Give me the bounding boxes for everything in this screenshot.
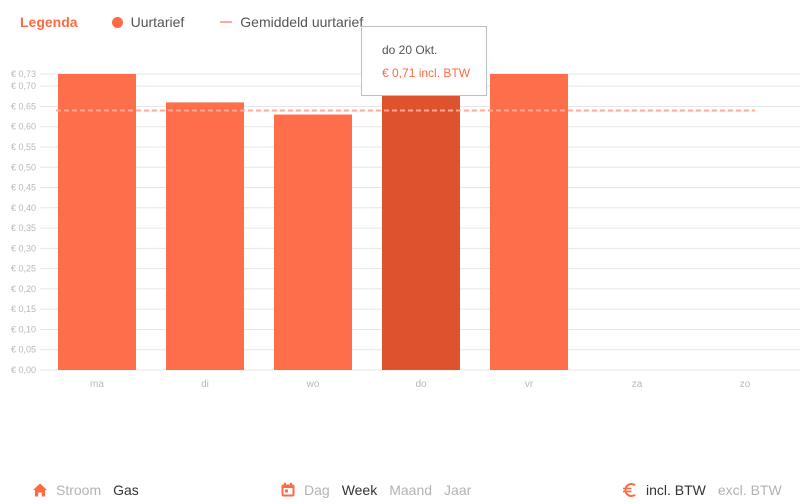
y-tick-label: € 0,05 bbox=[11, 345, 36, 355]
tooltip-value: € 0,71 incl. BTW bbox=[382, 66, 471, 80]
bar-vr[interactable] bbox=[490, 74, 568, 370]
energy-option-stroom[interactable]: Stroom bbox=[56, 482, 102, 498]
x-tick-label: di bbox=[201, 379, 209, 390]
y-tick-label: € 0,20 bbox=[11, 284, 36, 294]
y-tick-label: € 0,25 bbox=[11, 264, 36, 274]
period-option-maand[interactable]: Maand bbox=[389, 482, 433, 498]
period-option-week[interactable]: Week bbox=[341, 482, 378, 498]
y-tick-label: € 0,60 bbox=[11, 122, 36, 132]
y-tick-label: € 0,55 bbox=[11, 142, 36, 152]
y-tick-label: € 0,15 bbox=[11, 304, 36, 314]
bar-di[interactable] bbox=[166, 102, 244, 371]
x-tick-label: vr bbox=[525, 379, 534, 390]
calendar-icon bbox=[281, 482, 295, 497]
x-tick-label: wo bbox=[306, 379, 320, 390]
y-tick-label: € 0,50 bbox=[11, 162, 36, 172]
bar-ma[interactable] bbox=[58, 74, 136, 370]
energy-option-gas[interactable]: Gas bbox=[113, 482, 139, 498]
legend-item-label: Uurtarief bbox=[130, 14, 185, 30]
y-tick-label: € 0,45 bbox=[11, 183, 36, 193]
x-tick-label: ma bbox=[90, 379, 104, 390]
chart-controls: Stroom Gas Dag Week Maand Jaar incl. BTW… bbox=[0, 480, 800, 500]
legend-dot-marker bbox=[111, 16, 123, 28]
tax-switch: incl. BTW excl. BTW bbox=[622, 480, 794, 500]
chart-tooltip: do 20 Okt. € 0,71 incl. BTW bbox=[361, 26, 487, 96]
y-tick-label: € 0,35 bbox=[11, 223, 36, 233]
chart-legend: Legenda Uurtarief Gemiddeld uurtarief bbox=[20, 12, 399, 32]
bar-wo[interactable] bbox=[274, 114, 352, 370]
legend-title: Legenda bbox=[20, 14, 78, 30]
y-tick-label: € 0,00 bbox=[11, 365, 36, 375]
x-tick-label: za bbox=[632, 379, 643, 390]
y-tick-label: € 0,73 bbox=[11, 69, 36, 79]
period-option-dag[interactable]: Dag bbox=[304, 482, 330, 498]
x-tick-label: do bbox=[415, 379, 427, 390]
y-tick-label: € 0,30 bbox=[11, 243, 36, 253]
legend-item-uurtarief[interactable]: Uurtarief bbox=[111, 14, 185, 30]
period-option-jaar[interactable]: Jaar bbox=[444, 482, 472, 498]
euro-icon bbox=[623, 483, 636, 497]
period-switch: Dag Week Maand Jaar bbox=[280, 480, 483, 500]
y-tick-label: € 0,70 bbox=[11, 81, 36, 91]
legend-item-label: Gemiddeld uurtarief bbox=[240, 14, 364, 30]
legend-dashed-line-marker bbox=[220, 21, 233, 23]
bar-do[interactable] bbox=[382, 82, 460, 370]
x-tick-label: zo bbox=[740, 379, 751, 390]
home-icon bbox=[33, 483, 47, 497]
y-tick-label: € 0,65 bbox=[11, 101, 36, 111]
bar-chart: € 0,00 € 0,05 € 0,10 € 0,15 € 0,20 € 0,25 € 0,… bbox=[11, 69, 800, 390]
tax-option-incl[interactable]: incl. BTW bbox=[646, 482, 706, 498]
y-tick-label: € 0,10 bbox=[11, 324, 36, 334]
tax-option-excl[interactable]: excl. BTW bbox=[717, 482, 782, 498]
tooltip-date: do 20 Okt. bbox=[382, 43, 438, 57]
y-tick-label: € 0,40 bbox=[11, 203, 36, 213]
energy-type-switch: Stroom Gas bbox=[32, 480, 151, 500]
legend-item-gemiddeld-uurtarief[interactable]: Gemiddeld uurtarief bbox=[220, 14, 363, 30]
